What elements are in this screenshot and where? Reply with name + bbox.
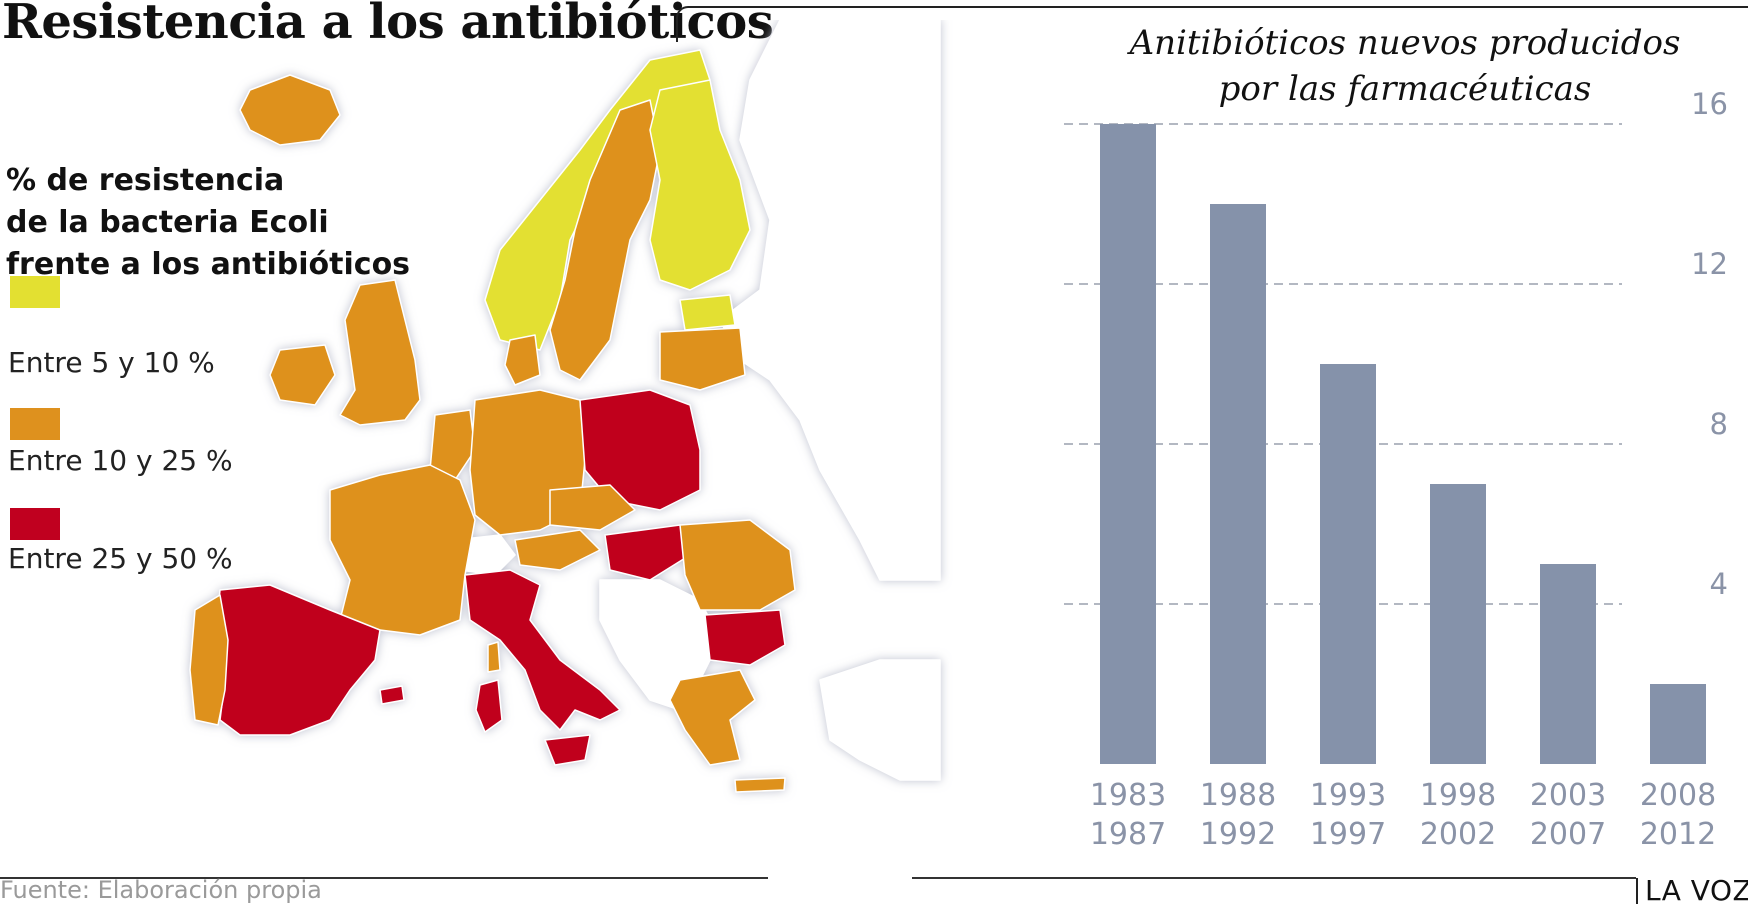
- bar-1: [1210, 204, 1266, 764]
- map-region-benelux: [429, 409, 476, 481]
- map-region-uk: [339, 279, 421, 426]
- legend-swatch-mid: [10, 408, 60, 440]
- title-frame: [676, 6, 1748, 42]
- brand-logo: LA VOZ: [1645, 874, 1748, 907]
- map-region-turkey: [819, 659, 941, 781]
- bar-5: [1650, 684, 1706, 764]
- map-region-baltics: [659, 327, 746, 391]
- legend-label-low: Entre 5 y 10 %: [8, 346, 215, 379]
- chart-title: Anitibióticos nuevos producidos por las …: [1090, 20, 1720, 112]
- footer-rule-right: [912, 877, 1636, 879]
- map-region-czech: [549, 484, 636, 531]
- bar-2: [1320, 364, 1376, 764]
- source-note: Fuente: Elaboración propia: [0, 876, 322, 904]
- brand-divider: [1636, 878, 1638, 904]
- legend-title: % de resistencia de la bacteria Ecoli fr…: [6, 160, 410, 286]
- legend-swatch-high: [10, 508, 60, 540]
- x-tick-label-3-0: 1998: [1420, 778, 1496, 813]
- x-tick-label-1-1: 1992: [1200, 817, 1276, 852]
- map-region-austria: [514, 529, 601, 571]
- map-region-iceland: [239, 74, 341, 146]
- x-tick-label-4-0: 2003: [1530, 778, 1606, 813]
- legend-swatch-low: [10, 276, 60, 308]
- x-tick-label-2-0: 1993: [1310, 778, 1386, 813]
- map-region-ireland: [269, 344, 336, 406]
- map-region-france: [329, 464, 476, 636]
- y-tick-label-4: 4: [1710, 567, 1728, 601]
- bar-chart: 4 8 12 16 1983 1987 1988 1992 1993 1997 1998 2002 2…: [1064, 87, 1728, 852]
- chart-title-line-2: por las farmacéuticas: [1218, 69, 1592, 109]
- map-region-bulgaria: [704, 609, 786, 666]
- page-title: Resistencia a los antibióticos: [2, 0, 774, 50]
- map-region-hungary: [604, 524, 691, 581]
- europe-map: [189, 20, 941, 793]
- x-tick-label-0-0: 1983: [1090, 778, 1166, 813]
- map-region-portugal: [189, 594, 229, 726]
- x-tick-label-2-1: 1997: [1310, 817, 1386, 852]
- y-tick-label-16: 16: [1691, 87, 1728, 121]
- map-region-finland: [649, 79, 751, 291]
- chart-bars: [1100, 124, 1706, 764]
- bar-3: [1430, 484, 1486, 764]
- chart-x-labels: 1983 1987 1988 1992 1993 1997 1998 2002 2003 2007…: [1090, 778, 1716, 852]
- x-tick-label-5-1: 2012: [1640, 817, 1716, 852]
- map-region-sicily: [544, 734, 591, 766]
- bar-4: [1540, 564, 1596, 764]
- map-region-poland: [579, 389, 701, 511]
- map-region-russia: [719, 20, 941, 581]
- y-tick-label-8: 8: [1710, 407, 1728, 441]
- map-region-baleares: [379, 685, 405, 705]
- map-region-italy: [464, 569, 621, 731]
- map-region-denmark: [504, 334, 541, 386]
- chart-title-line-1: Anitibióticos nuevos producidos: [1129, 23, 1681, 63]
- legend-title-line-1: % de resistencia: [6, 163, 285, 198]
- footer-rule-left: [0, 877, 768, 879]
- map-region-corsica: [487, 641, 501, 673]
- legend-label-mid: Entre 10 y 25 %: [8, 444, 233, 477]
- map-region-estonia: [679, 294, 736, 331]
- x-tick-label-0-1: 1987: [1090, 817, 1166, 852]
- map-region-greece: [669, 669, 756, 766]
- map-region-romania: [679, 519, 796, 611]
- map-region-sardinia: [475, 679, 503, 733]
- y-tick-label-12: 12: [1691, 247, 1728, 281]
- map-region-crete: [734, 777, 786, 793]
- x-tick-label-5-0: 2008: [1640, 778, 1716, 813]
- chart-grid: 4 8 12 16: [1064, 87, 1728, 605]
- legend-title-line-2: de la bacteria Ecoli: [6, 205, 329, 240]
- x-tick-label-4-1: 2007: [1530, 817, 1606, 852]
- x-tick-label-1-0: 1988: [1200, 778, 1276, 813]
- legend-label-high: Entre 25 y 50 %: [8, 542, 233, 575]
- legend-title-line-3: frente a los antibióticos: [6, 247, 411, 282]
- bar-0: [1100, 124, 1156, 764]
- x-tick-label-3-1: 2002: [1420, 817, 1496, 852]
